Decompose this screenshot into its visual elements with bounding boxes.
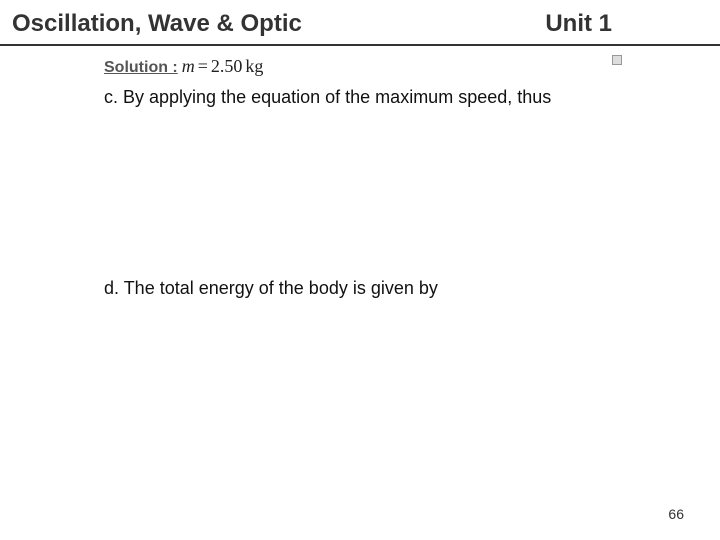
header-rule — [0, 44, 720, 46]
course-title: Oscillation, Wave & Optic — [12, 10, 302, 38]
equation-operator: = — [195, 56, 211, 76]
equation-value: 2.50 — [211, 56, 243, 76]
equation-unit: kg — [242, 56, 263, 76]
slide-header: Oscillation, Wave & Optic Unit 1 — [0, 0, 720, 52]
equation-variable: m — [182, 56, 195, 76]
unit-title: Unit 1 — [545, 10, 612, 38]
page-number: 66 — [668, 506, 684, 522]
part-d-text: d. The total energy of the body is given… — [104, 278, 680, 299]
solution-label: Solution : — [104, 59, 178, 77]
slide-content: Solution : m=2.50kg c. By applying the e… — [104, 56, 680, 299]
solution-line: Solution : m=2.50kg — [104, 56, 680, 77]
solution-equation: m=2.50kg — [182, 56, 264, 77]
part-c-text: c. By applying the equation of the maxim… — [104, 87, 680, 108]
